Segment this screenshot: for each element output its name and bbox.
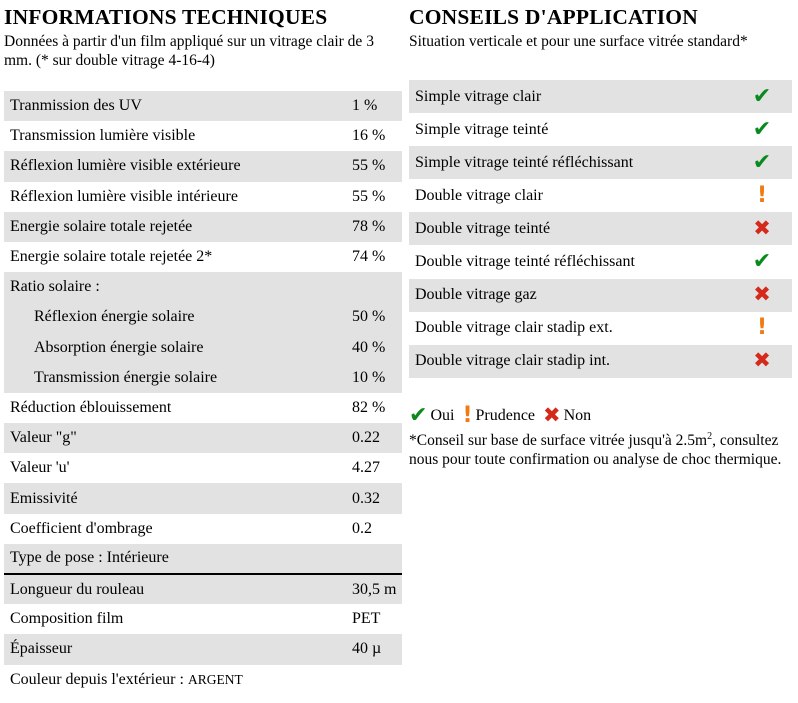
- cross-icon: ✖: [543, 403, 561, 428]
- legend-oui: ✔ Oui: [409, 402, 455, 428]
- application-label: Double vitrage clair stadip ext.: [409, 311, 732, 345]
- spec-value: 0.22: [346, 423, 402, 454]
- spec-value: PET: [346, 604, 402, 635]
- technical-info-title: INFORMATIONS TECHNIQUES: [4, 5, 328, 29]
- application-row: Simple vitrage clair ✔: [409, 80, 792, 114]
- application-advice-section: CONSEILS D'APPLICATION Situation vertica…: [409, 0, 792, 469]
- spec-label: Composition film: [4, 604, 346, 635]
- application-table: Simple vitrage clair ✔ Simple vitrage tein…: [409, 80, 792, 378]
- application-status: !: [732, 179, 792, 213]
- legend-non-label: Non: [563, 406, 592, 424]
- spec-value: 0.2: [346, 513, 402, 544]
- technical-info-intro: Données à partir d'un film appliqué sur …: [4, 33, 374, 69]
- footnote: *Conseil sur base de surface vitrée jusq…: [409, 427, 792, 469]
- spec-label: Longueur du rouleau: [4, 572, 346, 605]
- footnote-text: *Conseil sur base de surface vitrée jusq…: [409, 432, 708, 449]
- spec-label: Energie solaire totale rejetée: [4, 211, 346, 242]
- footnote-text-end: , consultez nous pour toute confirmation…: [409, 432, 782, 468]
- application-advice-title: CONSEILS D'APPLICATION: [409, 5, 698, 29]
- cross-icon: ✖: [753, 348, 771, 373]
- spec-label: Tranmission des UV: [4, 91, 346, 122]
- spec-label: Energie solaire totale rejetée 2*: [4, 241, 346, 273]
- technical-info-section: INFORMATIONS TECHNIQUES Données à partir…: [4, 0, 402, 695]
- application-status: ✔: [732, 80, 792, 114]
- application-row: Double vitrage clair stadip ext.!: [409, 311, 792, 345]
- spec-label: Épaisseur: [4, 634, 346, 665]
- exclamation-icon: !: [462, 402, 473, 428]
- application-label: Simple vitrage clair: [409, 80, 732, 114]
- application-row: Double vitrage gaz ✖: [409, 278, 792, 312]
- application-row: Double vitrage teinté ✖: [409, 212, 792, 246]
- spec-value: 55 %: [346, 181, 402, 212]
- check-icon: ✔: [752, 249, 772, 275]
- application-row: Simple vitrage teinté réfléchissant ✔: [409, 146, 792, 180]
- application-label: Double vitrage gaz: [409, 278, 732, 312]
- legend-oui-label: Oui: [430, 406, 455, 424]
- spec-value: 4.27: [346, 453, 402, 484]
- spec-label: Transmission lumière visible: [4, 121, 346, 152]
- application-status: !: [732, 311, 792, 345]
- cross-icon: ✖: [753, 215, 771, 240]
- application-label: Simple vitrage teinté réfléchissant: [409, 146, 732, 180]
- spec-label: Réflexion lumière visible extérieure: [4, 151, 346, 182]
- legend-non: ✖ Non: [543, 405, 591, 426]
- check-icon: ✔: [752, 83, 772, 109]
- spec-value: 0.32: [346, 483, 402, 514]
- spec-value: 82 %: [346, 392, 402, 424]
- check-icon: ✔: [409, 402, 428, 428]
- application-label: Simple vitrage teinté: [409, 113, 732, 147]
- application-label: Double vitrage clair: [409, 179, 732, 213]
- application-status: ✖: [732, 278, 792, 312]
- spec-value: [346, 272, 402, 303]
- spec-value: 16 %: [346, 121, 402, 152]
- legend-prudence-label: Prudence: [475, 406, 536, 424]
- check-icon: ✔: [752, 116, 772, 142]
- application-status: ✔: [732, 146, 792, 180]
- application-row: Double vitrage clair stadip int. ✖: [409, 344, 792, 378]
- spec-label: Valeur "g": [4, 423, 346, 454]
- cross-icon: ✖: [753, 282, 771, 307]
- application-row: Simple vitrage teinté ✔: [409, 113, 792, 147]
- application-label: Double vitrage teinté: [409, 212, 732, 246]
- spec-label: Transmission énergie solaire: [4, 362, 346, 393]
- spec-value: 30,5 m: [346, 572, 402, 605]
- spec-value: 40 %: [346, 332, 402, 363]
- application-status: ✔: [732, 245, 792, 279]
- check-icon: ✔: [752, 149, 772, 175]
- application-label: Double vitrage teinté réfléchissant: [409, 245, 732, 279]
- spec-label: Réflexion lumière visible intérieure: [4, 181, 346, 212]
- application-label: Double vitrage clair stadip int.: [409, 344, 732, 378]
- application-status: ✔: [732, 113, 792, 147]
- technical-spec-table: Tranmission des UV 1 % Transmission lumiè…: [4, 91, 402, 695]
- application-status: ✖: [732, 212, 792, 246]
- spec-label: Réduction éblouissement: [4, 392, 346, 424]
- spec-value: 78 %: [346, 211, 402, 242]
- exclamation-icon: !: [756, 182, 768, 208]
- spec-value: 40 µ: [346, 634, 402, 665]
- spec-label: Valeur 'u': [4, 453, 346, 484]
- exclamation-icon: !: [756, 315, 768, 341]
- footnote-superscript: 2: [707, 430, 713, 442]
- color-row: Couleur depuis l'extérieur : ARGENT: [4, 664, 402, 695]
- spec-label: Ratio solaire :: [4, 272, 346, 303]
- spec-label: Coefficient d'ombrage: [4, 513, 346, 544]
- application-row: Double vitrage clair!: [409, 179, 792, 213]
- application-advice-intro: Situation verticale et pour une surface …: [409, 33, 748, 50]
- application-row: Double vitrage teinté réfléchissant ✔: [409, 245, 792, 279]
- spec-label: Réflexion énergie solaire: [4, 302, 346, 333]
- spec-value: 1 %: [346, 91, 402, 122]
- color-label: Couleur depuis l'extérieur :: [10, 670, 188, 688]
- spec-label: Emissivité: [4, 483, 346, 514]
- spec-value: 10 %: [346, 362, 402, 393]
- spec-label: Absorption énergie solaire: [4, 332, 346, 363]
- spec-value: 55 %: [346, 151, 402, 182]
- spec-value: 74 %: [346, 241, 402, 273]
- color-value: ARGENT: [187, 671, 243, 687]
- application-status: ✖: [732, 344, 792, 378]
- legend: ✔ Oui ! Prudence ✖ Non: [409, 402, 792, 428]
- legend-prudence: ! Prudence: [462, 402, 536, 428]
- spec-value: 50 %: [346, 302, 402, 333]
- spec-label: Type de pose : Intérieure: [4, 543, 402, 574]
